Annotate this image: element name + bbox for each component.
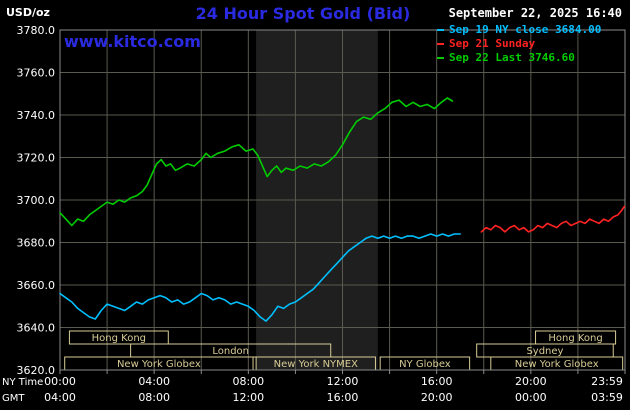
y-tick-label: 3620.0 bbox=[17, 364, 56, 377]
session-label: New York Globex bbox=[117, 359, 201, 370]
legend-item-sep21: Sep 21 Sunday bbox=[437, 37, 601, 51]
y-tick-label: 3740.0 bbox=[17, 109, 56, 122]
x-tick-ny-label: 12:00 bbox=[327, 375, 359, 388]
series-line-sep21-sunday bbox=[480, 205, 626, 233]
y-tick-label: 3780.0 bbox=[17, 24, 56, 37]
session-label: New York NYMEX bbox=[274, 359, 359, 370]
x-tick-ny-label: 04:00 bbox=[138, 375, 170, 388]
x-tick-ny-label: 20:00 bbox=[515, 375, 547, 388]
units-label: USD/oz bbox=[6, 6, 50, 19]
y-tick-label: 3680.0 bbox=[17, 237, 56, 250]
x-tick-ny-label: 16:00 bbox=[421, 375, 453, 388]
x-tick-gmt-label: 08:00 bbox=[138, 391, 170, 404]
session-label: Sydney bbox=[526, 346, 563, 357]
y-tick-label: 3760.0 bbox=[17, 67, 56, 80]
chart-title: 24 Hour Spot Gold (Bid) bbox=[195, 4, 411, 23]
y-tick-label: 3700.0 bbox=[17, 194, 56, 207]
kitco-watermark-link[interactable]: www.kitco.com bbox=[64, 32, 201, 51]
legend-line-icon bbox=[437, 57, 444, 59]
y-tick-label: 3720.0 bbox=[17, 152, 56, 165]
session-label: Hong Kong bbox=[548, 333, 602, 344]
session-label: New York Globex bbox=[515, 359, 599, 370]
legend-line-icon bbox=[437, 29, 444, 31]
ny-time-axis-label: NY Time bbox=[2, 377, 43, 388]
x-tick-gmt-label: 20:00 bbox=[421, 391, 453, 404]
x-tick-ny-label: 08:00 bbox=[232, 375, 264, 388]
gmt-axis-label: GMT bbox=[2, 393, 25, 404]
session-box bbox=[68, 330, 169, 345]
legend-item-sep22: Sep 22 Last 3746.60 bbox=[437, 51, 601, 65]
x-tick-gmt-label: 00:00 bbox=[515, 391, 547, 404]
x-tick-gmt-label: 03:59 bbox=[591, 391, 623, 404]
y-tick-label: 3660.0 bbox=[17, 279, 56, 292]
session-label: London bbox=[212, 346, 249, 357]
legend: Sep 19 NY close 3684.00 Sep 21 Sunday Se… bbox=[437, 23, 601, 65]
legend-item-sep19: Sep 19 NY close 3684.00 bbox=[437, 23, 601, 37]
legend-label: Sep 21 Sunday bbox=[449, 37, 536, 50]
session-label: Hong Kong bbox=[92, 333, 146, 344]
x-tick-gmt-label: 16:00 bbox=[327, 391, 359, 404]
session-label: NY Globex bbox=[399, 359, 451, 370]
legend-label: Sep 22 Last 3746.60 bbox=[449, 51, 575, 64]
x-tick-ny-label: 00:00 bbox=[44, 375, 76, 388]
x-tick-ny-label: 23:59 bbox=[591, 375, 623, 388]
series-line-sep22-today bbox=[59, 97, 454, 227]
x-tick-gmt-label: 12:00 bbox=[232, 391, 264, 404]
y-tick-label: 3640.0 bbox=[17, 322, 56, 335]
legend-line-icon bbox=[437, 43, 444, 45]
legend-label: Sep 19 NY close 3684.00 bbox=[449, 23, 602, 36]
datetime-label: September 22, 2025 16:40 bbox=[448, 6, 622, 20]
x-tick-gmt-label: 04:00 bbox=[44, 391, 76, 404]
series-line-sep19-ny-close bbox=[59, 233, 462, 322]
